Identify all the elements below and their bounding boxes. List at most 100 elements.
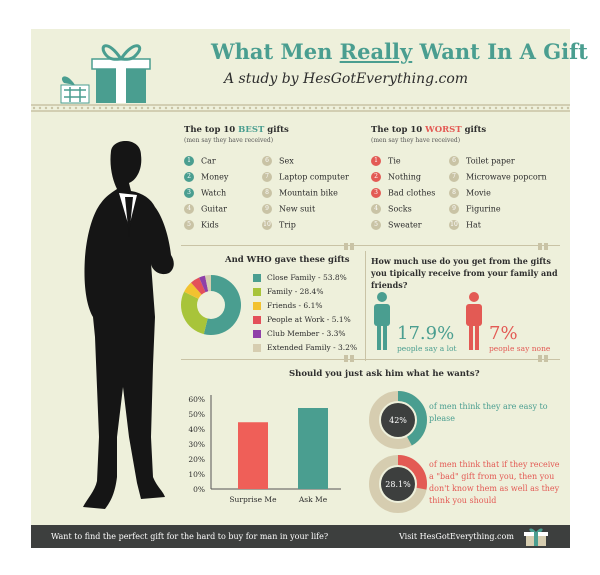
band-dot bbox=[158, 106, 162, 110]
band-dot bbox=[308, 106, 312, 110]
band-dot bbox=[404, 106, 408, 110]
band-dot bbox=[506, 106, 510, 110]
gift-item: 6 Sex bbox=[262, 156, 294, 166]
footer-gift-icon bbox=[524, 528, 548, 546]
best-title-prefix: The top 10 bbox=[184, 125, 239, 135]
y-tick-label: 20% bbox=[188, 455, 205, 464]
gift-rank-badge: 2 bbox=[184, 172, 194, 182]
page-subtitle: A study by HesGotEverything.com bbox=[224, 71, 469, 87]
band-dot bbox=[152, 106, 156, 110]
small-gift-icon bbox=[344, 352, 354, 362]
gift-label: Car bbox=[201, 156, 216, 166]
gift-item: 9 New suit bbox=[262, 204, 315, 214]
band-dot bbox=[68, 106, 72, 110]
band-dot bbox=[338, 106, 342, 110]
band-dot bbox=[416, 106, 420, 110]
gift-label: Sweater bbox=[388, 220, 422, 230]
band-dot bbox=[398, 106, 402, 110]
band-dot bbox=[530, 106, 534, 110]
page-title: What Men Really Want In A Gift bbox=[211, 39, 588, 64]
y-tick-label: 50% bbox=[188, 410, 205, 419]
gift-rank-badge: 6 bbox=[449, 156, 459, 166]
legend-swatch bbox=[253, 274, 261, 282]
gift-rank-badge: 2 bbox=[371, 172, 381, 182]
worst-title-emphasis: WORST bbox=[425, 125, 462, 135]
legend-label: People at Work - 5.1% bbox=[267, 315, 351, 324]
band-dot bbox=[134, 106, 138, 110]
gift-rank-badge: 7 bbox=[449, 172, 459, 182]
gift-rank-badge: 8 bbox=[262, 188, 272, 198]
who-gave-title: And WHO gave these gifts bbox=[225, 255, 350, 265]
horizontal-divider bbox=[181, 245, 560, 246]
band-dot bbox=[344, 106, 348, 110]
gift-rank-badge: 7 bbox=[262, 172, 272, 182]
band-dot bbox=[56, 106, 60, 110]
gift-item: 2 Money bbox=[184, 172, 228, 182]
bar bbox=[238, 422, 268, 489]
y-tick-label: 10% bbox=[188, 470, 205, 479]
gift-label: New suit bbox=[279, 204, 316, 214]
gift-label: Socks bbox=[388, 204, 412, 214]
bar bbox=[298, 408, 328, 489]
legend-swatch bbox=[253, 330, 261, 338]
usage-lot-value: 17.9% bbox=[397, 323, 455, 344]
gift-item: 10 Hat bbox=[449, 220, 481, 230]
band-dot bbox=[32, 106, 36, 110]
man-silhouette-icon bbox=[83, 140, 174, 509]
gift-item: 2 Nothing bbox=[371, 172, 421, 182]
gift-item: 4 Guitar bbox=[184, 204, 227, 214]
y-tick-label: 30% bbox=[188, 440, 205, 449]
band-dot bbox=[434, 106, 438, 110]
gift-rank-badge: 9 bbox=[449, 204, 459, 214]
band-dot bbox=[266, 106, 270, 110]
gift-label: Guitar bbox=[201, 204, 227, 214]
decorative-divider bbox=[31, 104, 570, 112]
infographic-poster: What Men Really Want In A Gift A study b… bbox=[31, 29, 588, 548]
x-category-label: Ask Me bbox=[298, 495, 328, 504]
best-gifts-note: (men say they have received) bbox=[184, 137, 274, 144]
worst-gifts-note: (men say they have received) bbox=[371, 137, 461, 144]
band-dot bbox=[386, 106, 390, 110]
x-category-label: Surprise Me bbox=[229, 495, 277, 504]
footer-link[interactable]: Visit HesGotEverything.com bbox=[399, 532, 514, 541]
bad-gift-text: of men think that if they receive a "bad… bbox=[429, 460, 560, 505]
gift-label: Mountain bike bbox=[279, 188, 338, 198]
band-dot bbox=[242, 106, 246, 110]
legend-label: Friends - 6.1% bbox=[267, 301, 323, 310]
gift-item: 6 Toilet paper bbox=[449, 156, 515, 166]
band-dot bbox=[452, 106, 456, 110]
footer-left-text: Want to find the perfect gift for the ha… bbox=[51, 532, 329, 541]
gift-item: 7 Microwave popcorn bbox=[449, 172, 547, 182]
gift-item: 7 Laptop computer bbox=[262, 172, 349, 182]
band-dot bbox=[494, 106, 498, 110]
gift-rank-badge: 10 bbox=[262, 220, 272, 230]
person-icon-red bbox=[466, 292, 482, 350]
gift-rank-badge: 4 bbox=[371, 204, 381, 214]
band-dot bbox=[74, 106, 78, 110]
band-dot bbox=[380, 106, 384, 110]
worst-gifts-title: The top 10 WORST gifts bbox=[371, 125, 486, 135]
band-dot bbox=[50, 106, 54, 110]
gift-rank-badge: 6 bbox=[262, 156, 272, 166]
gift-rank-badge: 8 bbox=[449, 188, 459, 198]
worst-title-suffix: gifts bbox=[461, 125, 487, 135]
legend-label: Close Family - 53.8% bbox=[267, 273, 347, 282]
gift-rank-badge: 4 bbox=[184, 204, 194, 214]
band-dot bbox=[464, 106, 468, 110]
legend-item: Family - 28.4% bbox=[253, 287, 323, 296]
gift-rank-badge: 5 bbox=[371, 220, 381, 230]
legend-swatch bbox=[253, 302, 261, 310]
band-dot bbox=[296, 106, 300, 110]
legend-item: Close Family - 53.8% bbox=[253, 273, 347, 282]
gift-label: Laptop computer bbox=[279, 172, 349, 182]
person-icon-teal bbox=[374, 292, 390, 350]
title-suffix: Want In A Gift bbox=[412, 39, 588, 64]
easy-pct-label: 42% bbox=[389, 416, 407, 425]
band-dot bbox=[332, 106, 336, 110]
band-dot bbox=[548, 106, 552, 110]
gift-item: 5 Sweater bbox=[371, 220, 422, 230]
title-prefix: What Men bbox=[211, 39, 340, 64]
gift-rank-badge: 3 bbox=[184, 188, 194, 198]
usage-none-caption: people say none bbox=[489, 344, 551, 353]
gift-item: 8 Mountain bike bbox=[262, 188, 338, 198]
